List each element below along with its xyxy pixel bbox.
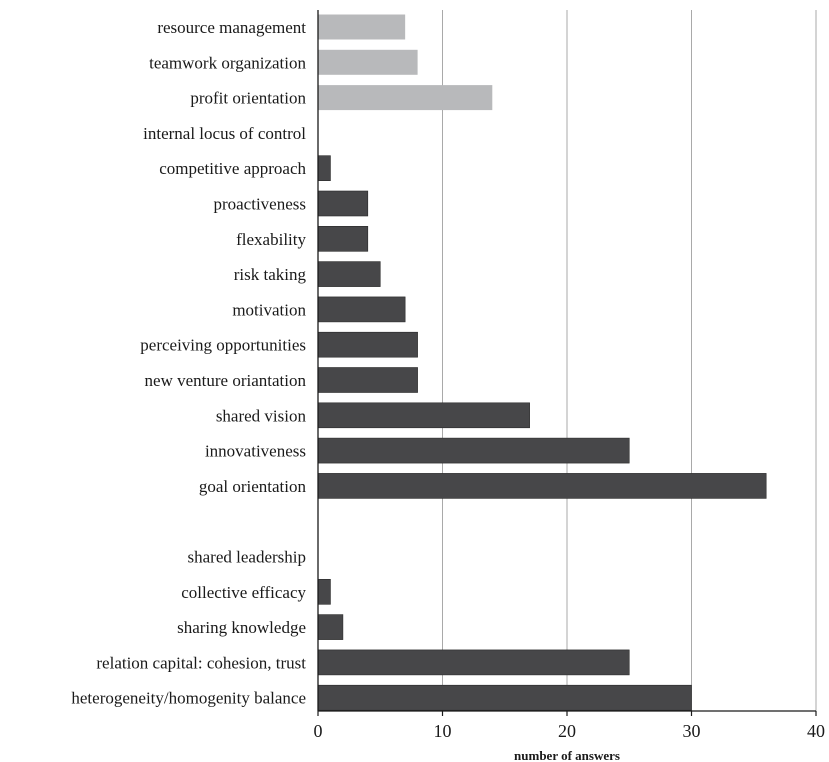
gridlines <box>442 10 817 711</box>
category-label: teamwork organization <box>149 53 306 72</box>
bar <box>317 190 369 217</box>
category-label: internal locus of control <box>143 124 306 143</box>
bar <box>317 261 381 287</box>
category-label: goal orientation <box>199 477 307 496</box>
category-label: shared leadership <box>188 548 306 567</box>
category-label: flexability <box>236 230 306 249</box>
bar <box>317 473 767 499</box>
bar <box>317 578 331 605</box>
bar <box>317 402 530 429</box>
category-label: sharing knowledge <box>177 618 306 637</box>
category-label: collective efficacy <box>181 583 306 602</box>
bar <box>317 155 331 181</box>
category-label: proactiveness <box>213 195 306 214</box>
x-axis: 0 10 20 30 40 <box>314 10 825 741</box>
bar <box>318 14 406 40</box>
category-label: shared vision <box>216 406 307 425</box>
x-tick-label: 10 <box>434 721 452 741</box>
category-labels: resource management teamwork organization… <box>71 18 306 708</box>
bar <box>317 367 418 393</box>
x-axis-title: number of answers <box>514 748 620 762</box>
bar <box>317 331 418 358</box>
category-label: innovativeness <box>205 442 306 461</box>
category-label: heterogeneity/homogenity balance <box>71 689 306 708</box>
x-tick-label: 40 <box>807 721 825 741</box>
category-label: risk taking <box>234 265 307 284</box>
bar <box>317 226 369 252</box>
x-tick-label: 0 <box>314 721 323 741</box>
bar <box>318 85 493 111</box>
category-label: profit orientation <box>190 89 306 108</box>
bars <box>317 14 767 711</box>
bar <box>317 614 344 640</box>
category-label: competitive approach <box>159 159 306 178</box>
category-label: resource management <box>157 18 306 37</box>
category-label: perceiving opportunities <box>140 336 306 355</box>
bar <box>318 49 418 75</box>
bar <box>317 684 692 711</box>
bar <box>317 296 406 323</box>
category-label: relation capital: cohesion, trust <box>96 653 306 672</box>
category-label: motivation <box>232 300 306 319</box>
x-tick-label: 30 <box>683 721 701 741</box>
category-label: new venture oriantation <box>145 371 307 390</box>
x-tick-label: 20 <box>558 721 576 741</box>
bar <box>317 437 630 464</box>
bar <box>317 649 630 676</box>
